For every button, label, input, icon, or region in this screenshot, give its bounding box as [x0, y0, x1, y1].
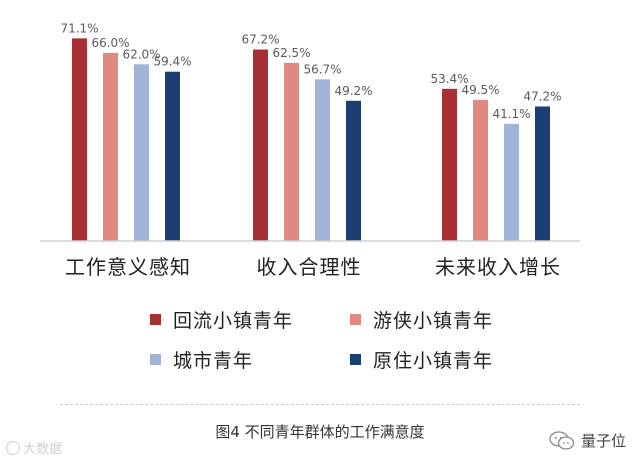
bar-chart: 71.1%66.0%62.0%59.4% 67.2%62.5% 56.7% 49.2%…: [40, 21, 580, 279]
bar-2-1: [103, 52, 118, 242]
legend-label: 回流小镇青年: [173, 310, 294, 332]
legend-item-series-3: 城市青年: [150, 346, 253, 373]
watermark-left: 大数据: [6, 438, 62, 457]
value-label-3-3: 41.1%: [492, 107, 530, 121]
bar-3-2: [315, 79, 330, 241]
category-labels-group: 工作意义感知 收入合理性 未来收入增长: [65, 255, 561, 279]
legend-label: 城市青年: [173, 350, 254, 372]
watermark-right-text: 量子位: [580, 432, 626, 450]
wechat-icon: [549, 430, 575, 450]
bar-4-1: [165, 71, 180, 242]
value-label-1-2: 67.2%: [241, 32, 279, 46]
value-label-3-1: 62.0%: [122, 47, 160, 61]
watermark-right: 量子位: [549, 430, 626, 451]
bar-2-2: [284, 62, 299, 241]
bar-1-3: [442, 88, 457, 241]
legend-label: 游侠小镇青年: [373, 310, 494, 332]
chart-caption: 图4 不同青年群体的工作满意度: [215, 423, 425, 441]
bars-group: [72, 38, 550, 242]
bar-2-3: [473, 99, 488, 241]
legend-swatch-series-4: [350, 354, 361, 365]
legend-label: 原住小镇青年: [373, 350, 494, 372]
legend-item-series-2: 游侠小镇青年: [350, 306, 493, 333]
value-label-1-1: 71.1%: [60, 21, 98, 35]
value-label-2-3: 49.5%: [461, 83, 499, 97]
caption-divider: [60, 404, 580, 405]
watermark-left-text: 大数据: [23, 442, 63, 457]
value-label-4-3: 47.2%: [523, 89, 561, 103]
bar-1-1: [72, 38, 87, 241]
value-label-1-3: 53.4%: [430, 72, 468, 86]
bar-1-2: [253, 49, 268, 242]
value-label-3-2: 56.7%: [303, 62, 341, 76]
legend-swatch-series-2: [350, 314, 361, 325]
value-label-2-1: 66.0%: [91, 36, 129, 50]
bar-4-3: [535, 106, 550, 241]
legend-item-series-1: 回流小镇青年: [150, 306, 293, 333]
legend: 回流小镇青年 游侠小镇青年 城市青年 原住小镇青年: [150, 306, 510, 376]
bar-4-2: [346, 100, 361, 241]
category-label-3: 未来收入增长: [435, 255, 561, 279]
category-label-2: 收入合理性: [257, 255, 362, 279]
watermark-logo-icon: [6, 440, 20, 455]
bar-3-1: [134, 64, 149, 241]
bar-3-3: [504, 123, 519, 241]
category-label-1: 工作意义感知: [65, 255, 191, 279]
legend-swatch-series-1: [150, 314, 161, 325]
value-labels-group: 71.1%66.0%62.0%59.4% 67.2%62.5% 56.7% 49.2%…: [60, 21, 561, 121]
value-label-4-2: 49.2%: [334, 84, 372, 98]
value-label-4-1: 59.4%: [153, 55, 191, 69]
legend-item-series-4: 原住小镇青年: [350, 346, 493, 373]
legend-swatch-series-3: [150, 354, 161, 365]
value-label-2-2: 62.5%: [272, 46, 310, 60]
